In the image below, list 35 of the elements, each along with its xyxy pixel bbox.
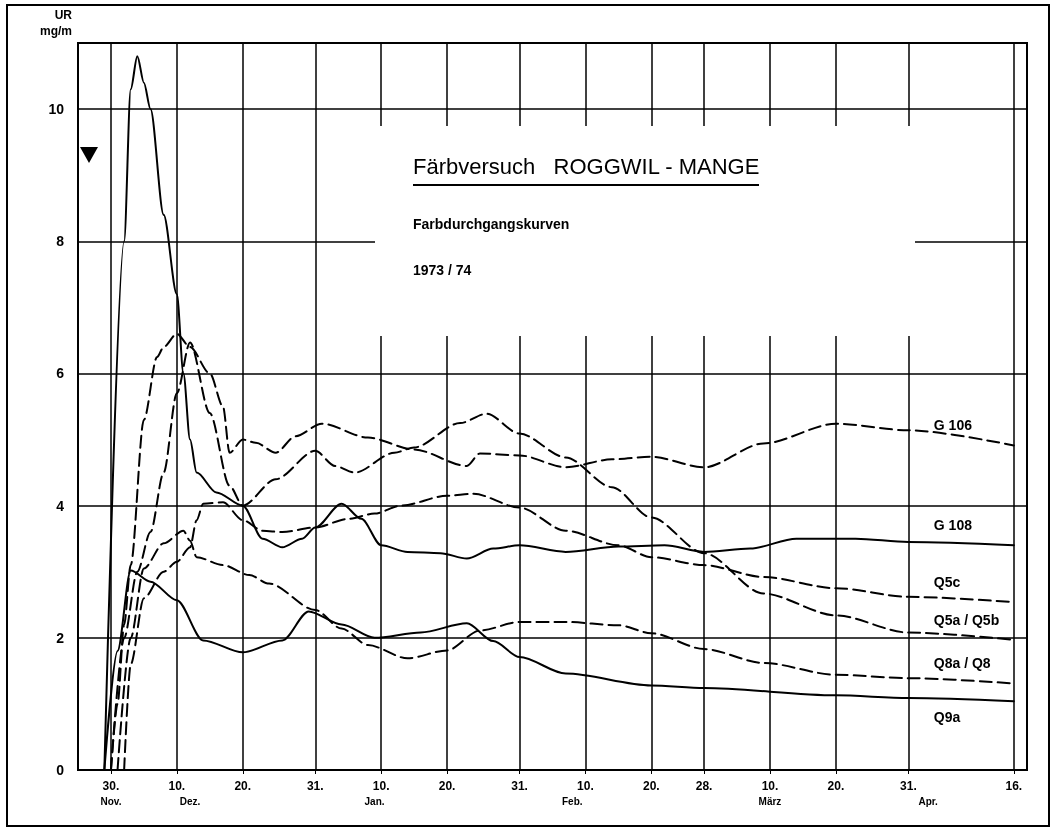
- x-tick-label: 10.: [372, 779, 390, 793]
- series-label: Q5a / Q5b: [933, 611, 1000, 628]
- x-tick-label: 20.: [827, 779, 845, 793]
- series-label: Q5c: [933, 574, 961, 591]
- y-tick-label: 0: [56, 762, 65, 778]
- x-tick-label: 20.: [234, 779, 252, 793]
- y-tick-label: 2: [56, 629, 65, 646]
- annotation: 1973 / 74: [413, 262, 473, 278]
- x-tick-label: 30.: [102, 779, 120, 793]
- x2-tick-label: Feb.: [561, 795, 583, 807]
- x-tick-label: 10.: [168, 779, 186, 793]
- y-tick-label: 8: [56, 233, 65, 250]
- x-tick-label: 20.: [643, 779, 660, 793]
- x-tick-label: 31.: [511, 779, 528, 793]
- y-tick-label: 10: [48, 101, 65, 118]
- series-label: Q9a: [933, 709, 961, 726]
- series-label: G 108: [933, 517, 973, 534]
- series-label: G 106: [933, 417, 973, 434]
- x2-tick-label: Nov.: [100, 795, 122, 807]
- x-tick-label: 16.: [1005, 779, 1023, 793]
- x-tick-label: 31.: [900, 779, 917, 793]
- x2-tick-label: Apr.: [918, 795, 939, 807]
- x-tick-label: 10.: [577, 779, 594, 793]
- y-tick-label: 4: [56, 497, 65, 514]
- x-tick-label: 20.: [438, 779, 456, 793]
- title-panel: Färbversuch ROGGWIL - MANGE Farbdurchgangskurven 1973 / 74: [375, 126, 915, 336]
- y-tick-label: 6: [56, 365, 65, 382]
- x2-tick-label: Jan.: [364, 795, 385, 807]
- series-label: Q8a / Q8: [933, 655, 991, 672]
- x-tick-label: 28.: [695, 779, 713, 793]
- x2-tick-label: März: [758, 795, 782, 807]
- x-tick-label: 10.: [761, 779, 779, 793]
- x-tick-label: 31.: [306, 779, 324, 793]
- x2-tick-label: Dez.: [179, 795, 201, 807]
- y-axis-title: UR mg/m: [39, 8, 73, 38]
